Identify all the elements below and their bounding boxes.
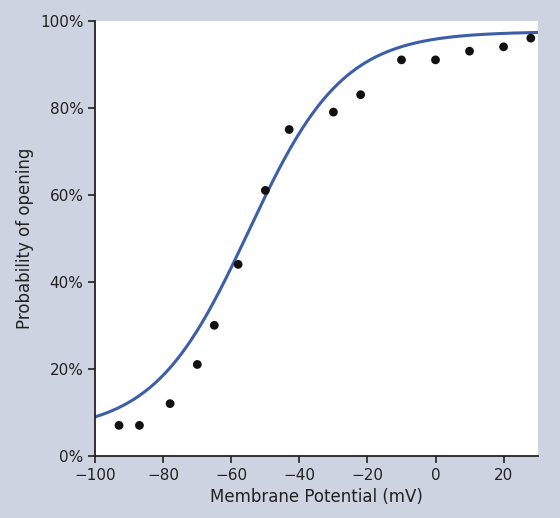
Point [166, 399, 175, 408]
Point [356, 91, 365, 99]
Y-axis label: Probability of opening: Probability of opening [16, 148, 34, 329]
Point [329, 108, 338, 116]
Point [115, 421, 124, 429]
Point [397, 56, 406, 64]
Point [261, 186, 270, 195]
Point [465, 47, 474, 55]
Point [526, 34, 535, 42]
Point [135, 421, 144, 429]
Point [284, 125, 293, 134]
X-axis label: Membrane Potential (mV): Membrane Potential (mV) [210, 488, 423, 506]
Point [499, 42, 508, 51]
Point [431, 56, 440, 64]
Point [210, 321, 219, 329]
Point [193, 361, 202, 369]
Point [234, 260, 242, 268]
